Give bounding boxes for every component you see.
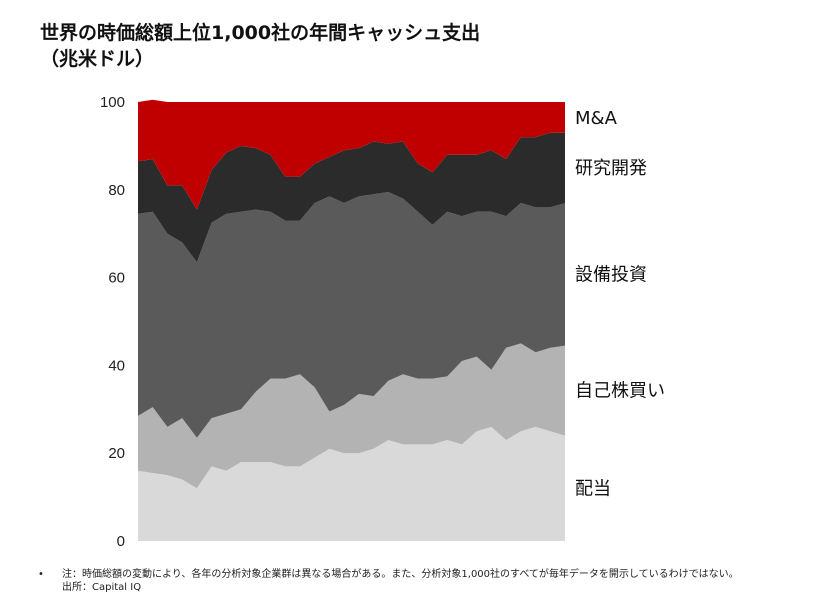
area-series-2 (138, 192, 565, 438)
area-series-4 (138, 99, 565, 210)
y-axis: 0 20 40 60 80 100 (100, 94, 125, 550)
footer-bullet: • (38, 569, 44, 580)
title-block: 世界の時価総額上位1,000社の年間キャッシュ支出 （兆米ドル） (40, 20, 480, 72)
y-tick-label: 40 (108, 357, 125, 374)
y-tick-label: 20 (108, 445, 125, 462)
area-series-1 (138, 343, 565, 489)
area-layers (138, 99, 565, 541)
footer-note: 注：時価総額の変動により、各年の分析対象企業群は異なる場合がある。また、分析対象… (62, 569, 739, 580)
y-tick-label: 100 (100, 94, 125, 111)
chart-title: 世界の時価総額上位1,000社の年間キャッシュ支出 (40, 22, 481, 44)
chart-unit: （兆米ドル） (40, 48, 155, 70)
series-label-2: 設備投資 (575, 264, 647, 285)
footer: • 注：時価総額の変動により、各年の分析対象企業群は異なる場合がある。また、分析対… (38, 568, 838, 594)
series-labels: 配当 自己株買い 設備投資 研究開発 M&A (575, 108, 665, 499)
y-tick-label: 0 (117, 533, 125, 550)
series-label-4: M&A (575, 108, 618, 129)
area-series-3 (138, 132, 565, 263)
series-label-0: 配当 (575, 478, 611, 499)
area-series-0 (138, 426, 565, 541)
y-tick-label: 60 (108, 270, 125, 287)
footer-source: 出所：Capital IQ (62, 582, 142, 593)
series-label-3: 研究開発 (575, 158, 647, 179)
y-tick-label: 80 (108, 182, 125, 199)
series-label-1: 自己株買い (575, 381, 665, 402)
